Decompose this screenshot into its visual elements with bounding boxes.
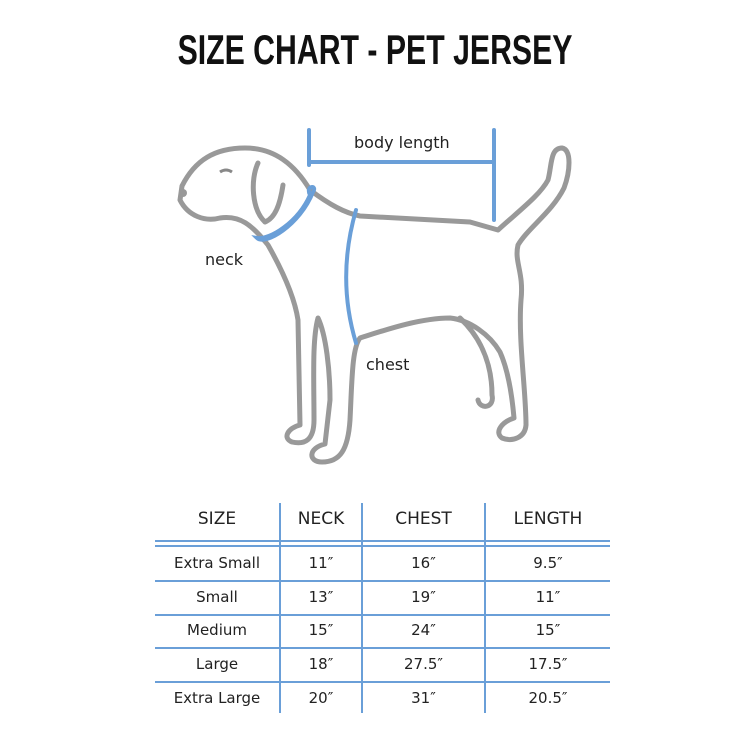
cell-size: Extra Large <box>173 689 261 707</box>
cell-length: 15″ <box>535 621 561 639</box>
cell-size: Extra Small <box>173 554 261 572</box>
nose <box>179 189 187 197</box>
row-divider <box>155 580 610 582</box>
header-divider <box>155 540 610 542</box>
cell-length: 11″ <box>535 588 561 606</box>
header-length: LENGTH <box>513 509 583 529</box>
cell-neck: 11″ <box>308 554 334 572</box>
chest-label: chest <box>366 355 410 374</box>
cell-chest: 27.5″ <box>403 655 443 673</box>
row-divider <box>155 614 610 616</box>
cell-length: 9.5″ <box>533 554 563 572</box>
header-neck: NECK <box>297 509 345 529</box>
row-divider <box>155 681 610 683</box>
cell-neck: 18″ <box>308 655 334 673</box>
body-length-label: body length <box>354 133 450 152</box>
hind-leg <box>457 315 495 409</box>
cell-neck: 20″ <box>308 689 334 707</box>
size-table: SIZE NECK CHEST LENGTH Extra Small 11″ 16″… <box>155 503 610 713</box>
cell-chest: 19″ <box>411 588 436 606</box>
cell-chest: 24″ <box>411 621 436 639</box>
column-divider <box>279 503 281 713</box>
page-title: SIZE CHART - PET JERSEY <box>177 26 573 73</box>
chest-band <box>344 208 358 345</box>
cell-size: Medium <box>187 621 247 639</box>
neck-label: neck <box>205 250 244 269</box>
eye <box>219 168 233 174</box>
cell-chest: 31″ <box>411 689 436 707</box>
cell-length: 20.5″ <box>528 689 568 707</box>
column-divider <box>484 503 486 713</box>
cell-neck: 13″ <box>308 588 334 606</box>
header-chest: CHEST <box>395 509 452 529</box>
header-size: SIZE <box>197 509 237 529</box>
cell-size: Large <box>195 655 239 673</box>
cell-chest: 16″ <box>411 554 436 572</box>
dog-outline <box>177 145 572 465</box>
measure-lines <box>251 128 496 345</box>
header-divider <box>155 545 610 547</box>
cell-neck: 15″ <box>308 621 334 639</box>
neck-collar <box>251 185 317 242</box>
column-divider <box>361 503 363 713</box>
body-length-bracket <box>307 128 496 222</box>
cell-size: Small <box>196 588 238 606</box>
row-divider <box>155 647 610 649</box>
dog-diagram <box>177 128 572 465</box>
cell-length: 17.5″ <box>528 655 568 673</box>
ear <box>250 160 286 225</box>
